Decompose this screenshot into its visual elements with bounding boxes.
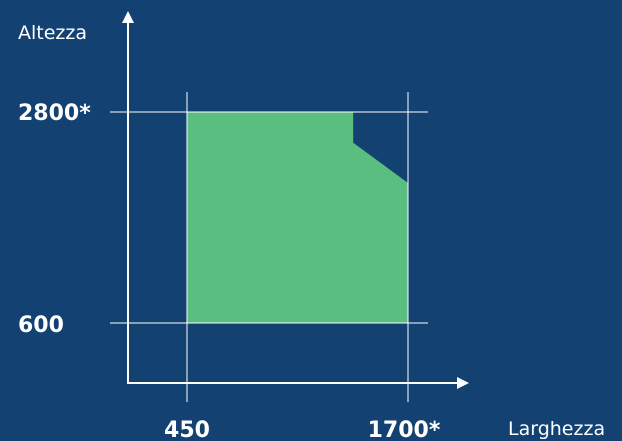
y-axis-label: Altezza (18, 22, 87, 44)
x-axis-label: Larghezza (508, 418, 605, 440)
y-axis-arrow-icon (122, 11, 134, 23)
y-tick-label-bottom: 600 (18, 313, 64, 338)
allowed-size-area (187, 112, 408, 323)
x-tick-label-right: 1700* (368, 418, 441, 441)
y-tick-label-top: 2800* (18, 101, 91, 126)
x-tick-label-left: 450 (164, 418, 210, 441)
x-axis-arrow-icon (457, 377, 469, 389)
